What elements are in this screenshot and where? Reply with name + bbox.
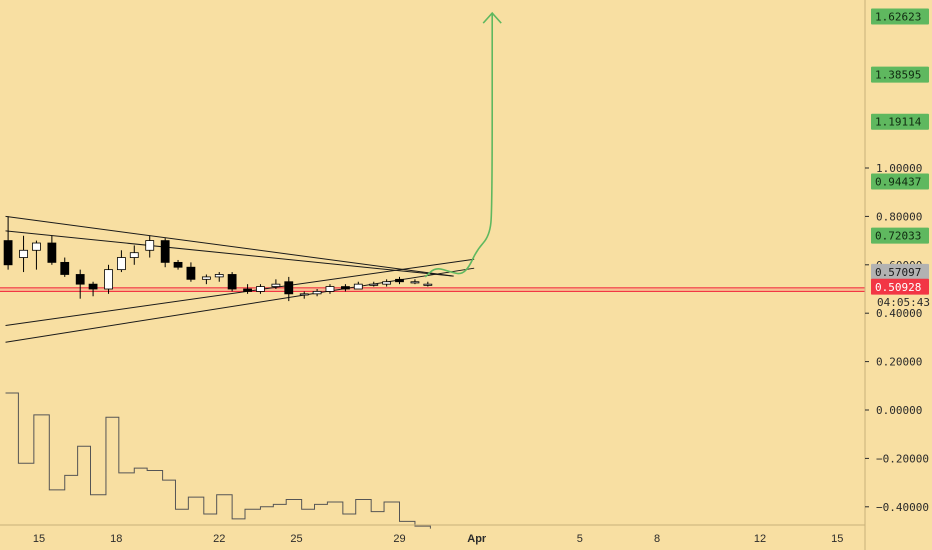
candle[interactable]	[312, 291, 322, 295]
target-price-label-bg	[871, 8, 929, 25]
support-zone	[0, 287, 865, 292]
candle[interactable]	[395, 278, 404, 283]
candle[interactable]	[325, 286, 335, 292]
last-value-label-bg	[871, 263, 929, 280]
time-tick-label: 22	[213, 533, 225, 545]
candle[interactable]	[341, 286, 350, 290]
time-tick-label: 18	[110, 533, 122, 545]
target-price-label: 1.62623	[875, 10, 921, 23]
current-price-label-bg	[871, 278, 929, 295]
target-price-label: 1.38595	[875, 69, 921, 82]
candle[interactable]	[271, 283, 281, 287]
target-price-label-bg	[871, 66, 929, 83]
candle[interactable]	[284, 281, 294, 295]
upper-ascending-line	[5, 258, 475, 327]
candle[interactable]	[173, 261, 183, 268]
price-tick-label: 0.00000	[876, 404, 922, 417]
time-tick-label: Apr	[467, 533, 487, 545]
projection-path	[424, 13, 493, 278]
candle[interactable]	[256, 286, 265, 292]
candle[interactable]	[104, 269, 113, 290]
time-tick-label: 15	[33, 533, 45, 545]
current-price-label: 0.50928	[875, 281, 921, 294]
target-price-label: 0.72033	[875, 230, 921, 243]
time-tick-label: 25	[290, 533, 302, 545]
time-tick-label: 8	[654, 533, 660, 545]
candle[interactable]	[75, 274, 85, 285]
price-tick-label: −0.20000	[876, 452, 929, 465]
candle[interactable]	[214, 274, 224, 278]
candle[interactable]	[186, 266, 196, 280]
price-tick-label: −0.40000	[876, 501, 929, 514]
time-tick-label: 15	[831, 533, 843, 545]
candle[interactable]	[19, 249, 28, 258]
time-tick-label: 12	[754, 533, 766, 545]
projection-arrowhead	[482, 11, 502, 24]
countdown-bg	[871, 294, 929, 309]
target-price-label: 0.94437	[875, 175, 921, 188]
countdown-label: 04:05:43	[877, 296, 930, 309]
candle[interactable]	[369, 283, 379, 286]
candle[interactable]	[129, 252, 139, 258]
candle[interactable]	[299, 293, 309, 296]
candle[interactable]	[243, 288, 252, 292]
upper-descending-line	[5, 215, 454, 277]
step-indicator-line	[5, 392, 431, 529]
candle[interactable]	[382, 281, 392, 285]
price-tick-label: 0.80000	[876, 210, 922, 223]
target-price-label: 1.19114	[875, 116, 922, 129]
candle[interactable]	[160, 240, 170, 263]
time-tick-label: 5	[577, 533, 583, 545]
candle[interactable]	[201, 276, 211, 280]
candle[interactable]	[47, 242, 57, 263]
candle[interactable]	[32, 242, 41, 251]
target-price-label-bg	[871, 173, 929, 190]
price-tick-label: 1.00000	[876, 162, 922, 175]
candle[interactable]	[423, 283, 433, 286]
candle[interactable]	[117, 257, 126, 271]
time-tick-label: 29	[393, 533, 405, 545]
candle[interactable]	[353, 283, 363, 290]
candle[interactable]	[88, 283, 98, 290]
candle[interactable]	[227, 274, 237, 290]
second-descending-line	[5, 230, 454, 277]
price-tick-label: 0.20000	[876, 356, 922, 369]
target-price-label-bg	[871, 113, 929, 130]
target-price-label-bg	[871, 227, 929, 244]
candle[interactable]	[3, 240, 13, 266]
candle[interactable]	[410, 281, 420, 284]
candle[interactable]	[60, 261, 70, 275]
candle[interactable]	[145, 240, 155, 251]
plot-area[interactable]	[0, 0, 865, 525]
last-value-label: 0.57097	[875, 266, 921, 279]
price-tick-label: 0.40000	[876, 307, 922, 320]
